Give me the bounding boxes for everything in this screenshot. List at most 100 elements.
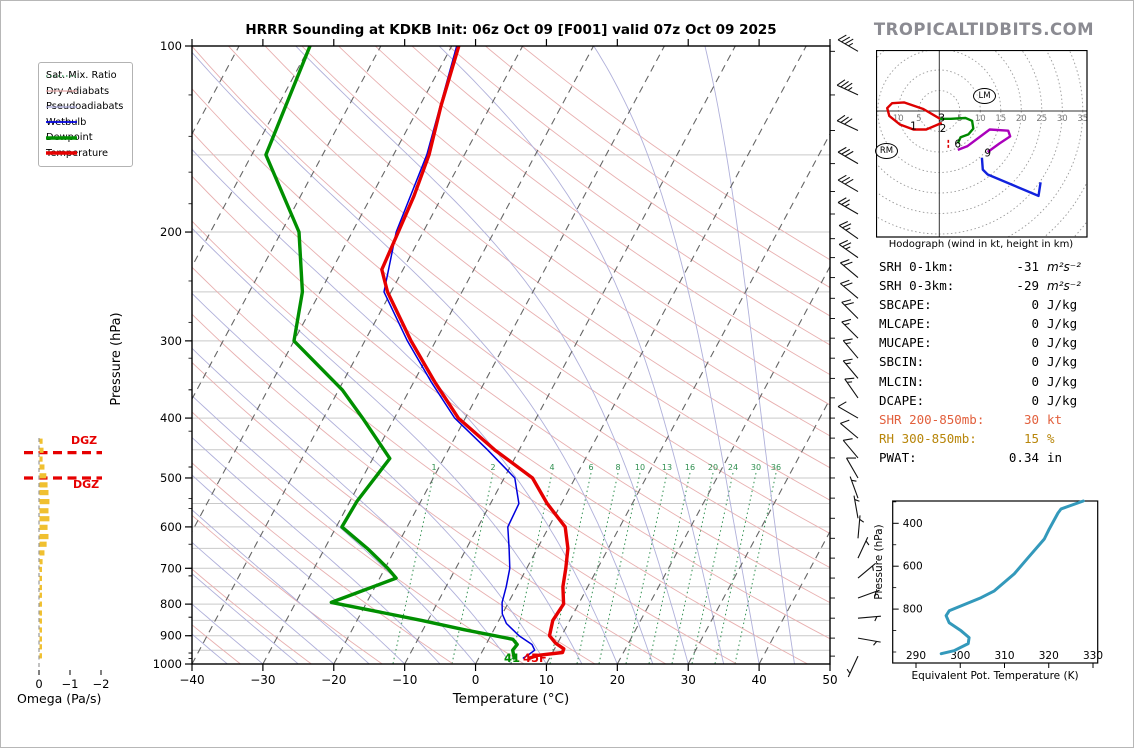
mixing-ratio-line	[549, 472, 592, 664]
barb-feather	[841, 148, 851, 155]
line	[857, 562, 876, 579]
mixing-ratio-label: 20	[708, 463, 718, 472]
legend-swatch-line	[46, 75, 77, 77]
mixing-ratio-line	[576, 472, 619, 664]
hodograph-trace	[957, 128, 1012, 153]
index-label: SBCIN:	[879, 354, 925, 370]
index-value: 0	[1031, 392, 1039, 408]
index-value: 0	[1031, 335, 1039, 351]
barb-feather	[841, 318, 852, 323]
left-mover-marker: LM	[973, 88, 996, 104]
temp-tick-label: −20	[321, 673, 346, 687]
isotherm-line	[1, 46, 26, 664]
omega-bar	[39, 489, 49, 496]
omega-bar	[39, 438, 43, 444]
barb-feather	[840, 116, 849, 123]
hodograph-ring	[1043, 181, 1087, 237]
theta-e-xtick-label: 290	[906, 650, 926, 662]
mixing-ratio-line	[392, 472, 435, 664]
hodograph-ring	[1073, 220, 1087, 237]
wind-barbs	[830, 34, 881, 678]
temp-tick-label: 20	[610, 673, 625, 687]
hodo-ring-label: 25	[1036, 114, 1047, 124]
barb-feather	[840, 81, 849, 88]
mixing-ratio-label: 24	[728, 463, 738, 472]
omega-bar	[39, 627, 42, 633]
barb-feather	[844, 377, 855, 380]
hodograph-caption: Hodograph (wind in kt, height in km)	[888, 239, 1074, 250]
index-value: -31	[1016, 259, 1039, 274]
index-row: SBCAPE: 0 J/kg	[879, 297, 1103, 316]
hodo-ring-label: 20	[1016, 114, 1027, 124]
line	[849, 476, 859, 499]
line	[842, 360, 859, 379]
index-row: RH 300-850mb: 15%	[879, 431, 1103, 450]
theta-e-ytick-label: 800	[903, 604, 923, 616]
index-value: 30	[1023, 411, 1039, 427]
barb-feather	[842, 223, 852, 229]
index-label: SRH 0-1km:	[879, 259, 955, 274]
barb-feather	[844, 38, 854, 45]
isotherm-line	[192, 46, 453, 533]
wind-barb	[837, 174, 859, 193]
dry-adiabat	[192, 514, 384, 664]
isobar-gridlines	[192, 45, 830, 665]
pressure-tick-label: 800	[160, 597, 182, 611]
indices-panel: SRH 0-1km: -31 m²s⁻² SRH 0-3km: -29 m²s⁻² SBCA…	[879, 259, 1103, 469]
isotherm-line	[333, 46, 665, 664]
barb-feather	[844, 82, 853, 90]
omega-bar	[39, 533, 49, 540]
dry-adiabat	[192, 568, 313, 664]
mixing-ratio-label: 1	[431, 463, 436, 472]
mixing-ratio-line	[451, 472, 494, 664]
mixing-ratio-line	[714, 472, 757, 664]
isotherm-line	[616, 265, 830, 664]
hodograph-trace	[886, 101, 943, 131]
skewt-legend: Sat. Mix. Ratio Dry Adiabats Pseudoadiabat…	[38, 62, 134, 167]
isotherm-line	[475, 46, 807, 664]
hodo-height-label: 6	[954, 139, 961, 151]
dry-adiabat	[192, 88, 830, 569]
temp-tick-label: −30	[250, 673, 275, 687]
index-row: MLCIN: 0 J/kg	[879, 374, 1103, 393]
barb-feather	[843, 338, 853, 342]
dry-adiabat	[192, 313, 667, 664]
barb-feather	[836, 114, 846, 122]
hodograph-trace	[980, 157, 1042, 198]
mixing-ratio-label: 8	[615, 463, 620, 472]
omega-bar	[39, 447, 44, 453]
theta-e-xtick-label: 320	[1039, 650, 1059, 662]
barb-feather	[843, 358, 853, 362]
omega-bar	[39, 456, 43, 462]
hodo-height-label: 9	[984, 147, 991, 159]
legend-swatch-line	[46, 151, 77, 155]
barb-half-feather	[859, 518, 865, 523]
barb-half-feather	[851, 479, 857, 482]
barb-feather	[836, 79, 846, 86]
theta-e-chart: 290 300 310 320 330 400 600 800	[892, 499, 1103, 668]
index-label: MUCAPE:	[879, 335, 932, 351]
index-row: MLCAPE: 0 J/kg	[879, 316, 1103, 335]
wind-barb	[838, 239, 859, 259]
omega-bar	[39, 566, 42, 573]
line	[836, 120, 859, 131]
skewt-background-lines	[1, 46, 830, 664]
mixing-ratio-label: 6	[588, 463, 593, 472]
omega-bar	[39, 550, 45, 556]
dry-adiabat	[192, 175, 830, 640]
dry-adiabat	[411, 46, 830, 346]
wind-barb	[837, 146, 859, 165]
theta-e-curve	[939, 499, 1085, 656]
hodograph-ring	[876, 50, 1088, 238]
wind-barb	[842, 438, 859, 459]
index-row: PWAT: 0.34 in	[879, 450, 1103, 469]
index-value: 0	[1031, 297, 1039, 313]
watermark-logo: TROPICALTIDBITS.COM	[873, 20, 1095, 39]
pseudoadiabat	[295, 46, 689, 664]
barb-half-feather	[874, 616, 878, 622]
theta-e-xtick-label: 310	[994, 650, 1014, 662]
hodo-ring-label: 10	[893, 114, 904, 124]
index-label: PWAT:	[879, 449, 917, 465]
